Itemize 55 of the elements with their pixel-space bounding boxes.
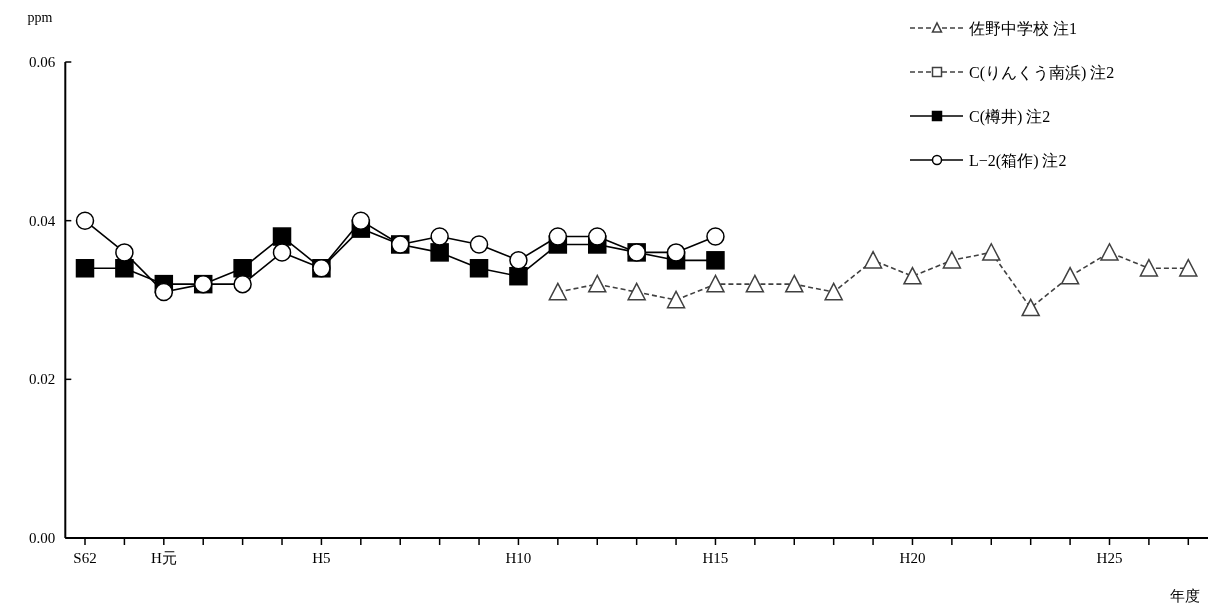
point [115,259,134,278]
point [1139,258,1159,277]
y-tick-label: 0.06 [29,54,56,70]
point [75,259,95,278]
legend-label: 佐野中学校 注1 [969,20,1077,37]
point [1060,266,1080,285]
point [115,243,134,262]
x-tick-label: H10 [505,550,532,566]
point [430,243,449,262]
legend-label: L−2(箱作) 注2 [969,152,1067,170]
point [588,227,607,246]
point [588,274,607,293]
point [1021,298,1040,317]
point [351,211,371,230]
point [863,250,883,269]
legend-label: C(樽井) 注2 [969,108,1051,126]
point [469,235,489,254]
x-tick-label: S62 [73,550,97,566]
point [903,266,922,285]
point [706,251,725,270]
point [942,250,962,269]
point [666,290,686,309]
point [982,243,1001,261]
x-tick-label: H5 [312,550,331,566]
point [509,266,528,286]
legend-label: C(りんくう南浜) 注2 [969,64,1115,82]
y-tick-label: 0.04 [29,212,56,229]
y-axis-title: ppm [27,10,53,25]
point [706,227,725,246]
y-tick-label: 0.02 [29,371,56,388]
point [233,274,252,294]
point [745,274,765,293]
x-tick-label: H15 [702,550,729,566]
point [430,227,449,246]
point [627,282,646,301]
y-tick-label: 0.00 [29,530,56,546]
point [272,243,292,262]
point [548,227,568,246]
point [706,274,725,293]
point [75,211,95,230]
point [1179,258,1198,277]
point [154,282,174,302]
point [469,259,489,278]
point [1100,243,1119,261]
point [785,274,804,293]
x-tick-label: H20 [899,550,926,566]
point [666,243,686,262]
point [548,282,568,301]
x-tick-label: H25 [1096,550,1123,566]
point [272,227,292,246]
point [509,251,528,270]
x-tick-label: H元 [150,550,177,566]
point [233,259,252,278]
x-axis-title: 年度 [1170,588,1200,604]
point [824,282,843,301]
